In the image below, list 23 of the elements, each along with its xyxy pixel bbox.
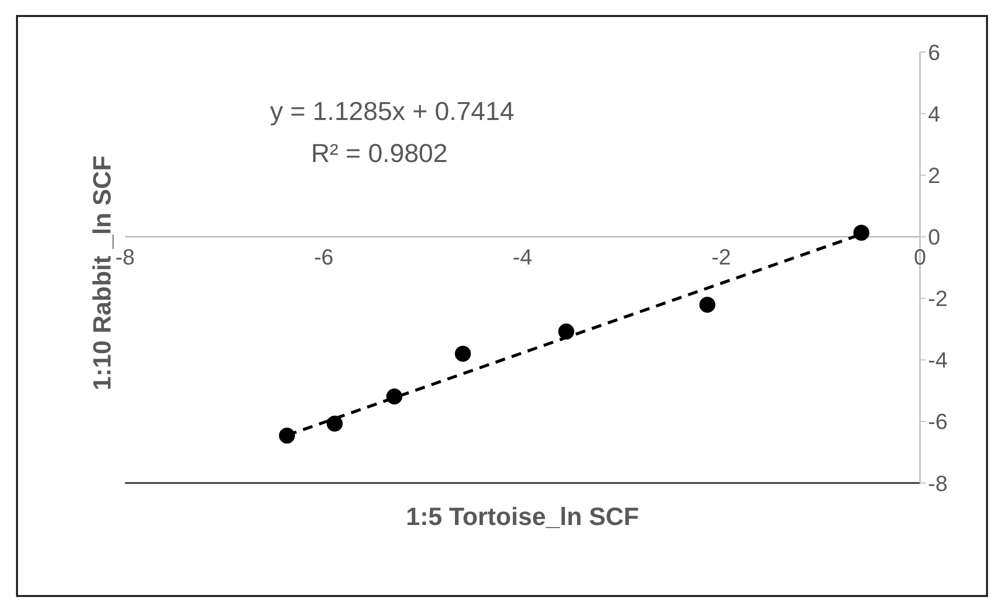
y-tick-label: 2 <box>928 162 940 188</box>
point <box>454 346 471 362</box>
point <box>853 224 870 241</box>
annotation: y = 1.1285x + 0.7414 <box>270 96 514 127</box>
x-tick-label: -2 <box>711 244 732 270</box>
point <box>326 416 343 432</box>
point <box>558 324 574 340</box>
y-tick-label: 6 <box>928 40 940 65</box>
annotation: R² = 0.9802 <box>311 138 448 169</box>
point <box>386 388 402 404</box>
point <box>699 296 716 313</box>
point <box>278 428 295 444</box>
y-tick-label: 4 <box>928 101 940 126</box>
y-axis-title: 1:10 Rabbit _ln SCF <box>88 156 116 390</box>
x-tick-label: -8 <box>115 244 135 270</box>
y-tick-label: -4 <box>928 348 948 373</box>
x-tick-label: -4 <box>512 244 532 270</box>
x-tick-label: -6 <box>314 244 334 270</box>
x-axis-title: 1:5 Tortoise_ln SCF <box>406 503 639 532</box>
y-tick-label: 0 <box>928 224 940 250</box>
y-tick-label: -2 <box>928 286 948 312</box>
y-tick-label: -6 <box>928 409 948 434</box>
y-tick-label: -8 <box>928 470 948 496</box>
